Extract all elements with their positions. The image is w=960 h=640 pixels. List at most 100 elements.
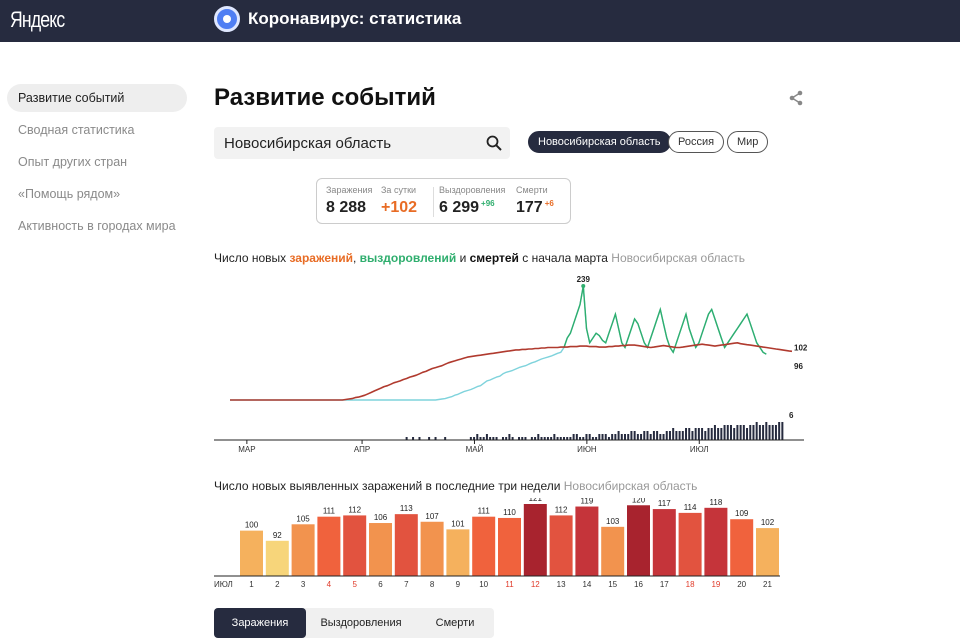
deaths-bar — [579, 437, 582, 440]
deaths-bar — [444, 437, 447, 440]
deaths-bar — [627, 434, 630, 440]
day-label: 16 — [634, 580, 643, 589]
chart2-title-text: Число новых выявленных заражений в после… — [214, 479, 561, 493]
deaths-bar — [582, 437, 585, 440]
infections-label: Заражения — [326, 185, 373, 195]
day-label: 18 — [686, 580, 695, 589]
sidebar: Развитие событий Сводная статистика Опыт… — [7, 84, 187, 244]
bar-chart: 1001922105311141125106611371078101911110… — [214, 498, 780, 589]
deaths-bar — [495, 437, 498, 440]
last-deaths-label: 6 — [789, 411, 794, 420]
deaths-bar — [553, 434, 556, 440]
infections-value: 8 288 — [326, 199, 367, 216]
deaths-delta: +6 — [544, 199, 554, 208]
sidebar-item-other-countries[interactable]: Опыт других стран — [18, 155, 128, 169]
deaths-bar — [717, 428, 720, 440]
infection-bar — [627, 505, 650, 576]
deaths-bar — [713, 425, 716, 440]
tab-infections[interactable]: Заражения — [214, 608, 306, 638]
deaths-bar — [746, 428, 749, 440]
bar-value-label: 107 — [425, 512, 439, 521]
recoveries-line-helper — [230, 286, 766, 400]
bar-value-label: 112 — [348, 505, 361, 514]
sidebar-item-events[interactable]: Развитие событий — [7, 84, 187, 112]
day-label: 14 — [582, 580, 591, 589]
page-title: Развитие событий — [214, 84, 436, 111]
sidebar-item-city-activity[interactable]: Активность в городах мира — [18, 219, 176, 233]
infection-bar — [446, 529, 470, 576]
day-label: 13 — [557, 580, 566, 589]
deaths-bar — [736, 425, 739, 440]
sidebar-item-help-nearby[interactable]: «Помощь рядом» — [18, 187, 121, 201]
app-title[interactable]: Коронавирус: статистика — [248, 9, 462, 28]
chart2-title-region: Новосибирская область — [563, 479, 698, 493]
region-search-input[interactable] — [214, 127, 484, 159]
deaths-bar — [681, 431, 684, 440]
infection-bar — [291, 524, 315, 576]
day-label: 1 — [249, 580, 254, 589]
infection-bar — [369, 523, 392, 576]
region-chip-russia[interactable]: Россия — [668, 131, 725, 153]
search-icon[interactable] — [486, 135, 502, 151]
deaths-bar — [569, 437, 572, 440]
deaths-bar — [473, 437, 476, 440]
tab-deaths[interactable]: Смерти — [435, 617, 475, 629]
deaths-bar — [556, 437, 559, 440]
chart1-title: Число новых заражений, выздоровлений и с… — [214, 251, 745, 265]
stats-divider — [433, 187, 434, 217]
share-icon[interactable] — [788, 90, 804, 106]
bar-value-label: 105 — [296, 514, 310, 523]
deaths-bar — [665, 431, 668, 440]
deaths-bar — [476, 434, 479, 440]
bar-value-label: 117 — [658, 499, 671, 508]
deaths-bar — [774, 425, 777, 440]
deaths-bar — [678, 431, 681, 440]
deaths-bar — [726, 425, 729, 440]
deaths-bar — [729, 425, 732, 440]
day-label: 3 — [301, 580, 306, 589]
deaths-bar — [662, 434, 665, 440]
bar-value-label: 111 — [478, 507, 491, 516]
deaths-bar — [489, 437, 492, 440]
day-label: 12 — [531, 580, 540, 589]
deaths-bar — [530, 437, 533, 440]
recoveries-line — [563, 285, 767, 355]
x-tick-label: ИЮН — [577, 445, 597, 454]
bar-value-label: 120 — [632, 498, 646, 504]
chart1-title-and: и — [456, 251, 470, 265]
infection-bar — [549, 515, 573, 576]
deaths-bar — [691, 431, 694, 440]
sidebar-item-summary[interactable]: Сводная статистика — [18, 123, 135, 137]
deaths-bar — [768, 425, 771, 440]
deaths-bar — [685, 428, 688, 440]
x-tick-label: МАЙ — [466, 445, 484, 454]
recoveries-line-light — [230, 285, 767, 401]
deaths-bar — [755, 422, 758, 440]
deaths-bar — [656, 431, 659, 440]
infection-bar — [265, 540, 289, 576]
day-label: 10 — [479, 580, 488, 589]
deaths-bar — [781, 422, 784, 440]
deaths-bar — [485, 434, 488, 440]
chart1-title-region: Новосибирская область — [611, 251, 745, 265]
deaths-bar — [707, 428, 710, 440]
recovered-value: 6 299 — [439, 199, 480, 216]
chart1-title-recoveries: выздоровлений — [359, 251, 457, 265]
deaths-bar — [469, 437, 472, 440]
deaths-bar — [646, 431, 649, 440]
region-search — [214, 127, 510, 159]
deaths-bar — [611, 434, 614, 440]
yandex-logo[interactable]: Яндекс — [10, 7, 65, 32]
deaths-bar — [668, 431, 671, 440]
deaths-bar — [521, 437, 524, 440]
region-chip-novosibirsk[interactable]: Новосибирская область — [528, 131, 671, 153]
deaths-bar — [505, 437, 508, 440]
deaths-bar — [508, 434, 511, 440]
deaths-bar — [607, 437, 610, 440]
bar-value-label: 109 — [735, 509, 749, 518]
day-label: 9 — [456, 580, 461, 589]
day-label: 7 — [404, 580, 409, 589]
region-chip-world[interactable]: Мир — [727, 131, 769, 153]
tab-recoveries[interactable]: Выздоровления — [320, 617, 402, 629]
deaths-label: Смерти — [516, 185, 548, 195]
